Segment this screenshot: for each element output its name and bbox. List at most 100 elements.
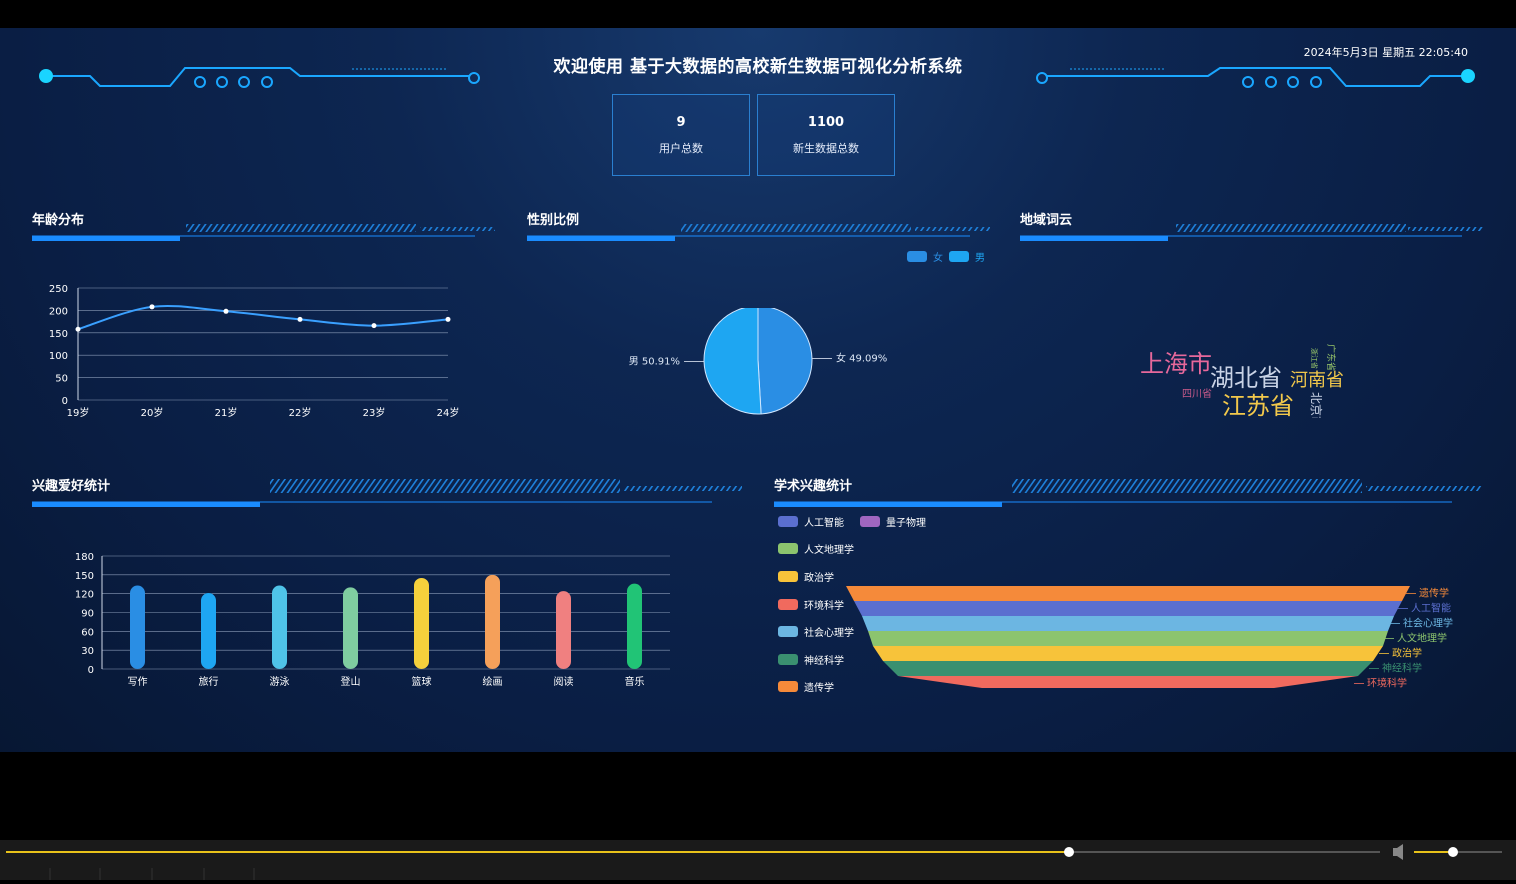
funnel-segment bbox=[873, 646, 1383, 661]
pie-slice-female bbox=[757, 308, 813, 415]
academic-panel-title: 学术兴趣统计 bbox=[774, 479, 853, 494]
gender-legend[interactable]: 女 男 bbox=[907, 249, 985, 264]
academic-legend-swatch bbox=[778, 626, 798, 637]
age-xtick-label: 20岁 bbox=[141, 406, 164, 419]
funnel-label: 人工智能 bbox=[1411, 602, 1451, 615]
hobby-ytick-label: 150 bbox=[75, 571, 94, 582]
age-xtick-label: 19岁 bbox=[67, 406, 90, 419]
funnel-label: 神经科学 bbox=[1382, 662, 1422, 675]
age-series-line bbox=[77, 304, 449, 331]
age-ytick-label: 250 bbox=[49, 284, 68, 295]
student-total-label: 新生数据总数 bbox=[793, 142, 859, 155]
academic-legend-item[interactable]: 社会心理学 bbox=[778, 624, 854, 639]
age-ytick-label: 150 bbox=[49, 329, 68, 340]
funnel-label: 环境科学 bbox=[1367, 677, 1407, 689]
academic-legend-item[interactable]: 政治学 bbox=[778, 569, 834, 584]
header-frame bbox=[39, 67, 1475, 88]
academic-legend-item[interactable]: 环境科学 bbox=[778, 597, 844, 612]
pie-slice-label: 女 49.09% bbox=[836, 351, 887, 364]
academic-legend-item[interactable]: 神经科学 bbox=[778, 652, 844, 667]
academic-legend-swatch bbox=[860, 516, 880, 527]
hobby-xtick-label: 阅读 bbox=[554, 675, 574, 688]
wordcloud-word: 北京市 bbox=[1309, 392, 1324, 418]
funnel-label: 社会心理学 bbox=[1403, 617, 1453, 630]
seek-handle[interactable] bbox=[1064, 847, 1074, 857]
academic-legend-label: 政治学 bbox=[804, 573, 834, 584]
wordcloud-word: 湖北省 bbox=[1210, 364, 1282, 392]
hobby-bar-chart: 0 30 60 90 120 150 180 写作 旅行 游泳 登山 篮球 绘画 阅读 音乐 bbox=[75, 552, 670, 688]
age-data-point bbox=[223, 308, 229, 314]
hobby-xtick-label: 写作 bbox=[128, 676, 148, 688]
funnel-segment bbox=[898, 676, 1358, 688]
academic-legend-label: 遗传学 bbox=[804, 683, 834, 694]
age-data-point bbox=[445, 316, 451, 322]
hobby-bar bbox=[201, 593, 216, 669]
academic-legend-item[interactable]: 遗传学 bbox=[778, 679, 834, 694]
hobby-xtick-label: 旅行 bbox=[199, 675, 219, 688]
academic-legend-swatch bbox=[778, 681, 798, 692]
hobby-bar bbox=[414, 577, 429, 669]
page-title: 欢迎使用 基于大数据的高校新生数据可视化分析系统 bbox=[553, 57, 963, 77]
academic-legend: 人工智能 量子物理人文地理学政治学环境科学社会心理学神经科学遗传学 bbox=[778, 514, 948, 704]
funnel-segment bbox=[868, 631, 1388, 646]
funnel-segment bbox=[854, 601, 1402, 616]
funnel-segment bbox=[862, 616, 1394, 631]
datetime: 2024年5月3日 星期五 22:05:40 bbox=[1303, 46, 1468, 59]
hobby-xtick-label: 绘画 bbox=[483, 675, 503, 688]
academic-legend-item[interactable]: 人文地理学 bbox=[778, 541, 854, 556]
hobby-ytick-label: 180 bbox=[75, 552, 94, 563]
academic-legend-swatch bbox=[778, 516, 798, 527]
academic-legend-label: 环境科学 bbox=[804, 601, 844, 612]
panel-underlines bbox=[32, 224, 1483, 507]
hobby-bar bbox=[485, 574, 500, 669]
academic-legend-item[interactable]: 人工智能 bbox=[778, 514, 844, 529]
academic-legend-label: 神经科学 bbox=[804, 656, 844, 667]
age-xtick-label: 24岁 bbox=[437, 406, 460, 419]
legend-label-female: 女 bbox=[933, 253, 943, 264]
wordcloud-word: 广东省 bbox=[1325, 344, 1337, 371]
pie-slice-male bbox=[703, 308, 762, 415]
user-total-label: 用户总数 bbox=[659, 142, 703, 155]
hobby-ytick-label: 90 bbox=[81, 609, 94, 620]
academic-legend-label: 人工智能 bbox=[804, 518, 844, 529]
academic-legend-item[interactable]: 量子物理 bbox=[860, 514, 926, 529]
legend-label-male: 男 bbox=[975, 253, 985, 264]
hobby-xtick-label: 游泳 bbox=[270, 675, 290, 688]
hobby-panel-title: 兴趣爱好统计 bbox=[32, 479, 111, 494]
hobby-xtick-label: 音乐 bbox=[625, 675, 645, 688]
gender-panel-title: 性别比例 bbox=[527, 213, 580, 228]
user-total-value: 9 bbox=[676, 115, 686, 130]
academic-legend-swatch bbox=[778, 654, 798, 665]
academic-legend-label: 量子物理 bbox=[886, 518, 926, 529]
wordcloud-word: 河南省 bbox=[1290, 370, 1344, 391]
academic-legend-swatch bbox=[778, 599, 798, 610]
age-xtick-label: 23岁 bbox=[363, 406, 386, 419]
hobby-ytick-label: 0 bbox=[88, 665, 94, 676]
age-ytick-label: 50 bbox=[55, 374, 68, 385]
student-total-card: 1100 新生数据总数 bbox=[757, 94, 895, 176]
hobby-bar bbox=[130, 585, 145, 669]
wordcloud-word: 四川省 bbox=[1182, 387, 1212, 400]
user-total-card: 9 用户总数 bbox=[612, 94, 750, 176]
hobby-bar bbox=[627, 583, 642, 669]
academic-legend-swatch bbox=[778, 543, 798, 554]
hobby-ytick-label: 60 bbox=[81, 627, 94, 638]
pie-slice-label: 男 50.91% bbox=[629, 356, 680, 368]
funnel-label: 遗传学 bbox=[1419, 587, 1449, 600]
hobby-xtick-label: 登山 bbox=[341, 675, 361, 688]
funnel-segment bbox=[883, 661, 1373, 676]
player-controls bbox=[6, 844, 1502, 880]
dashboard: 欢迎使用 基于大数据的高校新生数据可视化分析系统 2024年5月3日 星期五 2… bbox=[0, 28, 1516, 752]
age-panel-title: 年龄分布 bbox=[32, 213, 85, 228]
age-xtick-label: 21岁 bbox=[215, 406, 238, 419]
volume-handle[interactable] bbox=[1448, 847, 1458, 857]
hobby-bar bbox=[343, 587, 358, 669]
student-total-value: 1100 bbox=[807, 115, 845, 130]
gender-pie-chart: 女 49.09% 男 50.91% bbox=[629, 308, 887, 415]
age-data-point bbox=[75, 326, 81, 332]
volume-icon[interactable] bbox=[1393, 844, 1403, 860]
academic-legend-label: 人文地理学 bbox=[804, 545, 854, 556]
age-ytick-label: 100 bbox=[49, 351, 68, 362]
age-xtick-label: 22岁 bbox=[289, 406, 312, 419]
